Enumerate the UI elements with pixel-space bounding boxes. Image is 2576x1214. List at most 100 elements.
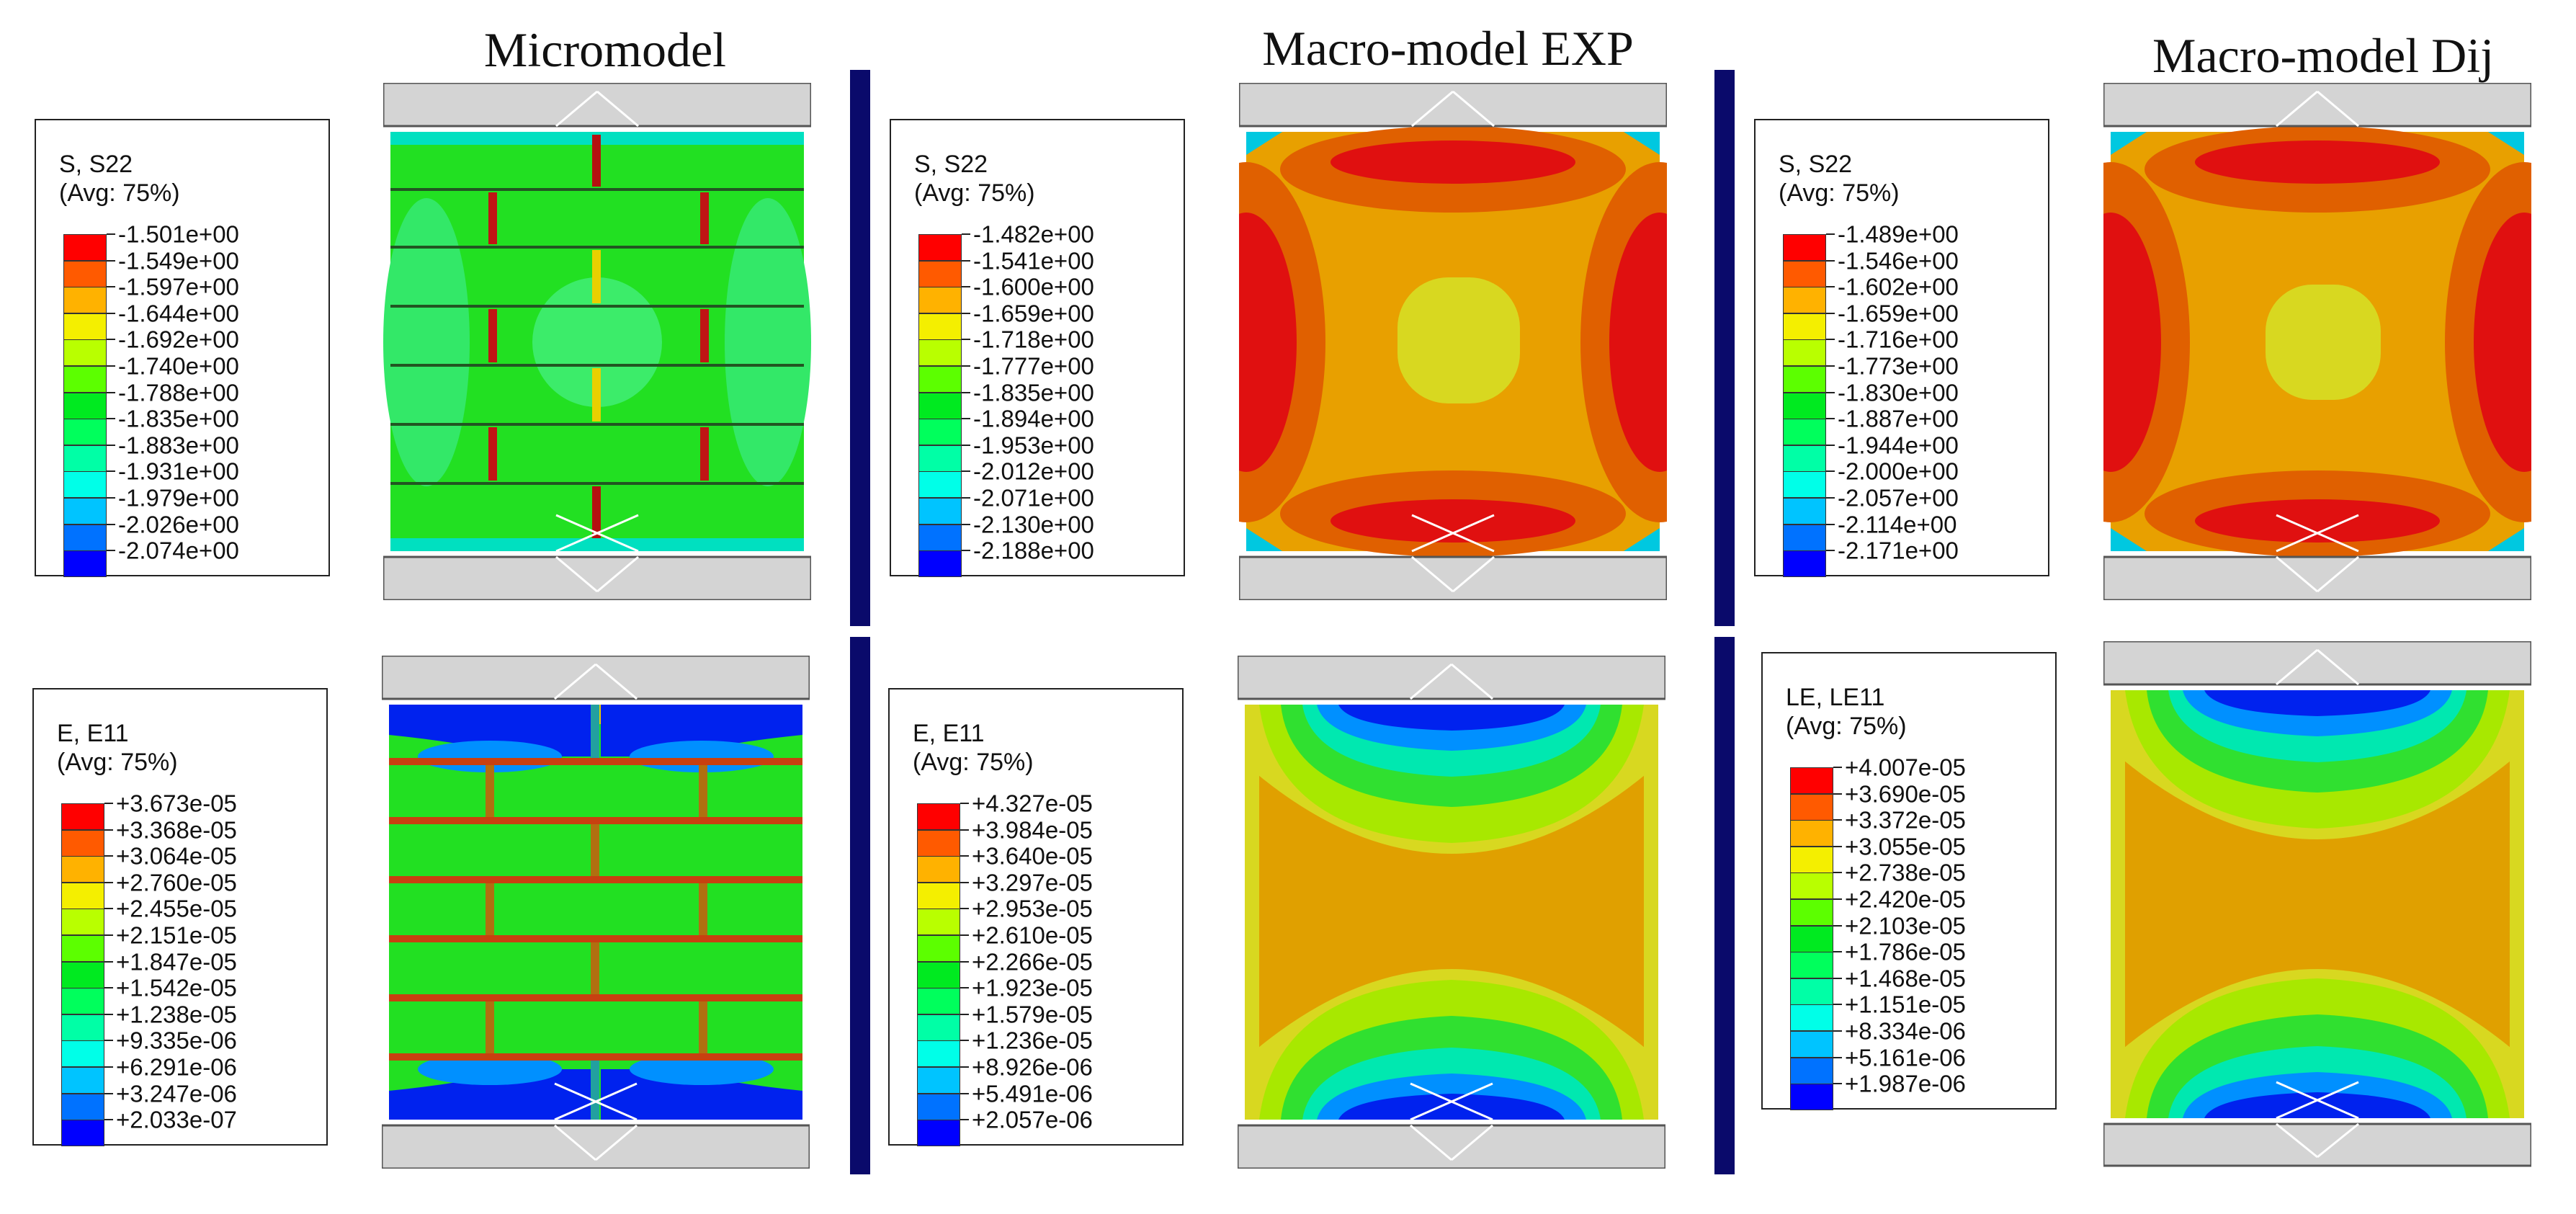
legend-tick: [1826, 550, 1835, 552]
legend-tick: [1826, 523, 1835, 525]
legend-tick: [104, 1013, 113, 1015]
contour-field: [389, 705, 802, 1120]
legend-tick: [107, 286, 115, 288]
legend-swatch: [918, 550, 962, 578]
legend-value-label: -2.071e+00: [973, 484, 1094, 512]
legend-tick: [1826, 497, 1835, 499]
legend-value-label: +1.238e-05: [116, 1001, 237, 1028]
legend-tick: [1833, 872, 1842, 874]
bottom-loading-plate: [2103, 1122, 2531, 1167]
specimen-dij-s22: [2103, 83, 2531, 600]
legend-swatch: [61, 1067, 104, 1094]
legend-avg: (Avg: 75%): [1779, 179, 1900, 207]
legend-tick: [1833, 767, 1842, 768]
legend-swatch: [917, 803, 960, 830]
legend-value-label: -1.894e+00: [973, 405, 1094, 432]
legend-swatch: [1783, 287, 1826, 314]
legend-value-label: -1.644e+00: [118, 300, 239, 327]
specimen-exp-s22: [1239, 83, 1667, 600]
mortar-bed-joints: [389, 758, 802, 1061]
legend-tick: [960, 960, 969, 963]
legend-value-label: +1.151e-05: [1845, 991, 1966, 1018]
legend-swatch: [61, 988, 104, 1015]
specimen-micro-s22: [383, 83, 811, 600]
legend-value-label: -1.835e+00: [118, 405, 239, 432]
legend-value-label: -1.489e+00: [1838, 220, 1959, 248]
legend-value-label: +2.738e-05: [1845, 859, 1966, 886]
legend-value-label: +5.491e-06: [972, 1080, 1093, 1107]
bottom-loading-plate: [383, 555, 811, 600]
legend-variable: E, E11: [57, 720, 129, 747]
title-micromodel: Micromodel: [483, 22, 727, 77]
legend-swatch: [61, 935, 104, 962]
legend-value-label: -1.830e+00: [1838, 379, 1959, 406]
legend-value-label: +8.334e-06: [1845, 1017, 1966, 1045]
legend-tick: [104, 1066, 113, 1068]
legend-avg: (Avg: 75%): [914, 179, 1035, 207]
legend-tick: [962, 286, 970, 288]
legend-swatch: [917, 1040, 960, 1068]
legend-swatch: [63, 287, 107, 314]
legend-value-label: -1.777e+00: [973, 352, 1094, 380]
legend-tick: [960, 1119, 969, 1121]
legend-swatch: [1790, 1084, 1833, 1111]
legend-swatch: [918, 445, 962, 472]
legend-swatch: [63, 419, 107, 446]
legend-swatch: [63, 260, 107, 287]
legend-swatch: [1790, 820, 1833, 847]
legend-value-label: -1.718e+00: [973, 326, 1094, 353]
legend-swatch: [918, 471, 962, 499]
legend-value-label: +2.953e-05: [972, 895, 1093, 922]
legend-tick: [962, 444, 970, 446]
legend-value-label: -1.773e+00: [1838, 352, 1959, 380]
legend-swatch: [1783, 313, 1826, 340]
legend-swatch: [1783, 260, 1826, 287]
legend-value-label: -1.659e+00: [973, 300, 1094, 327]
legend-value-label: -2.057e+00: [1838, 484, 1959, 512]
legend-swatch: [63, 234, 107, 261]
legend-swatch: [917, 988, 960, 1015]
legend-tick: [1833, 1030, 1842, 1032]
legend-tick: [104, 1092, 113, 1094]
head-joints: [488, 135, 709, 538]
legend-value-label: -1.692e+00: [118, 326, 239, 353]
legend-value-label: +1.579e-05: [972, 1001, 1093, 1028]
legend-swatch: [1790, 846, 1833, 873]
legend-swatch: [918, 366, 962, 393]
legend-tick: [962, 470, 970, 473]
separator-bottom-left: [850, 637, 870, 1174]
legend-swatch: [1790, 1031, 1833, 1058]
legend-tick: [1826, 286, 1835, 288]
legend-swatch: [1790, 952, 1833, 979]
legend-dij-le11: LE, LE11 (Avg: 75%) +4.007e-05 +3.690e-05…: [1761, 652, 2057, 1111]
legend-tick: [960, 855, 969, 857]
legend-tick: [960, 1092, 969, 1094]
legend-tick: [962, 550, 970, 552]
legend-tick: [107, 259, 115, 262]
legend-tick: [962, 418, 970, 420]
legend-value-label: +4.007e-05: [1845, 754, 1966, 781]
bottom-loading-plate: [382, 1124, 810, 1169]
legend-value-label: +2.420e-05: [1845, 885, 1966, 913]
top-loading-plate: [383, 83, 811, 128]
legend-tick: [1833, 924, 1842, 927]
legend-swatch: [1790, 978, 1833, 1005]
legend-avg: (Avg: 75%): [59, 179, 180, 207]
legend-swatch: [61, 1040, 104, 1068]
legend-swatch: [1783, 445, 1826, 472]
legend-value-label: -1.501e+00: [118, 220, 239, 248]
legend-tick: [1833, 845, 1842, 847]
legend-tick: [1826, 470, 1835, 473]
legend-value-label: -1.979e+00: [118, 484, 239, 512]
legend-swatch: [63, 366, 107, 393]
legend-tick: [104, 829, 113, 831]
legend-value-label: +1.847e-05: [116, 948, 237, 976]
legend-swatch: [917, 1120, 960, 1147]
legend-swatch: [1783, 234, 1826, 261]
legend-tick: [1833, 1004, 1842, 1006]
top-loading-plate: [1239, 83, 1667, 128]
legend-tick: [962, 391, 970, 393]
legend-tick: [104, 881, 113, 883]
legend-swatch: [61, 856, 104, 883]
legend-tick: [104, 934, 113, 936]
